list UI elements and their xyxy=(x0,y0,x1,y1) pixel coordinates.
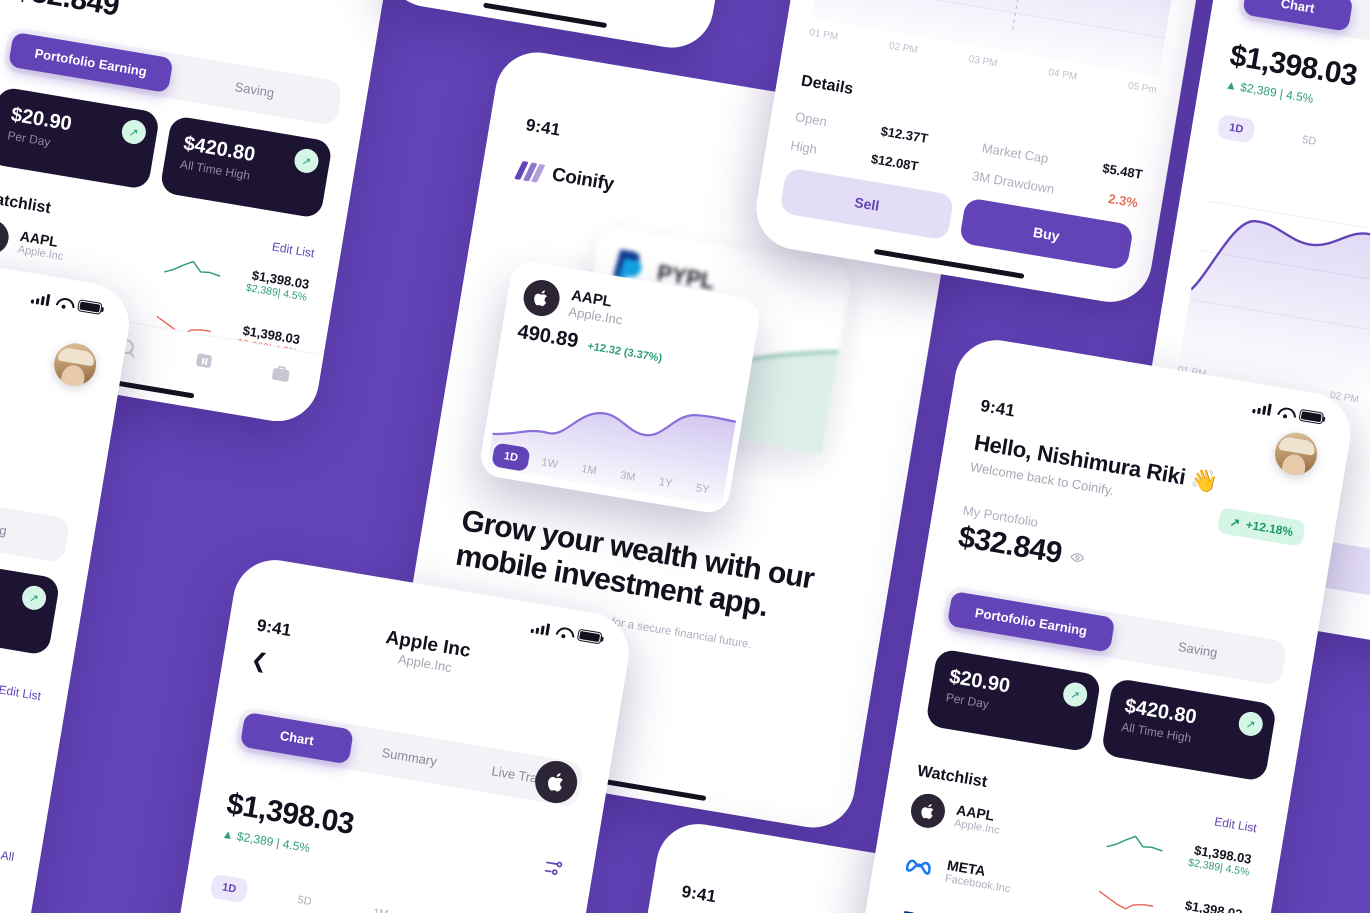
detail-value: $12.37T xyxy=(879,123,930,147)
sparkline-up xyxy=(1106,835,1163,852)
detail-area-chart xyxy=(811,0,1181,78)
paypal-logo xyxy=(890,902,929,913)
x-tick: 02 PM xyxy=(888,40,919,57)
detail-key: 3M Drawdown xyxy=(971,168,1056,197)
battery-icon xyxy=(77,299,103,315)
apple-logo xyxy=(0,217,12,257)
meta-logo xyxy=(899,846,938,885)
x-tick: 04 PM xyxy=(1047,67,1078,83)
apple-logo xyxy=(520,277,563,319)
apple-logo xyxy=(531,757,581,807)
detail-key: Market Cap xyxy=(980,140,1050,167)
back-button[interactable]: ❮ xyxy=(249,649,270,674)
range-chips: 1D 5D 1M 1Y ALL xyxy=(209,873,556,913)
phone-detail-screen-topright: $2.600 $2.400 01 PM 02 PM 03 PM 04 PM 05… xyxy=(749,0,1261,309)
status-time: 9:41 xyxy=(680,881,718,907)
battery-icon xyxy=(576,628,603,645)
range-1m[interactable]: 1M xyxy=(1362,138,1370,168)
tab-saving[interactable]: Saving xyxy=(0,516,8,539)
detail-key: High xyxy=(789,137,819,157)
tab-chart[interactable]: Chart xyxy=(239,711,354,765)
sparkline-down xyxy=(1098,890,1154,910)
wave-icon: 👋 xyxy=(1189,465,1220,495)
briefcase-icon[interactable] xyxy=(268,361,293,386)
card-price: 490.89 xyxy=(515,320,580,353)
app-name: Coinify xyxy=(550,164,616,196)
app-logo: Coinify xyxy=(514,159,616,197)
card-area-chart xyxy=(486,412,737,507)
phone-detail-screen-topcenter: Sell Buy xyxy=(380,0,786,54)
status-badge: ↗ +12.18% xyxy=(1217,507,1306,547)
signal-icon xyxy=(30,291,51,307)
phone-onboarding-screen: 9:41 Coinify PYPL AAPL xyxy=(383,46,967,834)
sparkline-up xyxy=(164,260,221,277)
wallet-icon[interactable] xyxy=(191,348,216,373)
detail-value: $5.48T xyxy=(1101,160,1144,182)
range-5d[interactable]: 5D xyxy=(1301,133,1318,149)
detail-value: 2.3% xyxy=(1107,190,1139,211)
coinify-logo-icon xyxy=(514,160,546,183)
aapl-quote-card[interactable]: AAPL Apple.Inc 490.89 +12.32 (3.37%) 1D … xyxy=(477,258,763,516)
stat-card-all-time-high: ↗ $420.80 All Time High xyxy=(1100,677,1278,782)
phone-detail-screen-bottomleft: 9:41 Apple Inc Apple.Inc ❮ Chart Summary… xyxy=(124,553,636,913)
list-item[interactable]: AAPL Apple.Inc $1,398.03 $2,389| 4.5% xyxy=(0,207,313,318)
detail-tabs: Chart Summary Live Trade xyxy=(233,706,585,808)
signal-icon xyxy=(530,621,551,636)
phone-home-screen-left-edge: ↗ +12.18% Portofolio Earning Saving ↗ $2… xyxy=(0,229,136,913)
stat-card-per-day: ↗ $20.90 Per Day xyxy=(925,648,1102,753)
range-1d[interactable]: 1D xyxy=(1216,113,1257,144)
range-1d[interactable]: 1D xyxy=(209,873,249,904)
tab-portfolio-earning[interactable]: Portofolio Earning xyxy=(7,31,174,94)
signal-icon xyxy=(1252,401,1272,416)
tab-portfolio-earning[interactable]: Portofolio Earning xyxy=(946,590,1116,653)
stat-card-all-time-high: ↗ $420.80 All Time High xyxy=(0,553,61,656)
gain-value: +12.18% xyxy=(1244,517,1295,540)
status-time: 9:41 xyxy=(979,396,1017,421)
eye-icon[interactable] xyxy=(1069,548,1086,565)
tab-saving[interactable]: Saving xyxy=(233,79,276,101)
avatar[interactable] xyxy=(50,340,100,389)
tab-summary[interactable]: Summary xyxy=(1351,0,1370,50)
stat-card-per-day: ↗ $20.90 Per Day xyxy=(0,86,161,191)
home-tabs: Portofolio Earning Saving xyxy=(0,466,71,564)
x-tick: 01 PM xyxy=(808,27,839,43)
x-tick: 05 Pm xyxy=(1127,80,1158,97)
detail-area-chart xyxy=(1179,200,1370,415)
range-1m[interactable]: 1M xyxy=(360,899,401,913)
list-item[interactable]: AAPL Apple.Inc $1,398.03 $2,389| 4.5% xyxy=(907,780,1256,892)
x-tick: 03 PM xyxy=(967,53,999,70)
range-5d[interactable]: 5D xyxy=(296,894,313,909)
trend-up-icon: ↗ xyxy=(1228,514,1242,531)
stat-card-all-time-high: ↗ $420.80 All Time High xyxy=(159,115,333,219)
tab-chart[interactable]: Chart xyxy=(1242,0,1354,32)
sliders-icon[interactable] xyxy=(541,856,564,879)
status-time: 9:41 xyxy=(524,115,562,140)
list-item[interactable]: META Facebook.Inc $1,398.03 $2,389| 4.5% xyxy=(897,836,1246,913)
detail-value: $12.08T xyxy=(869,151,920,174)
wifi-icon xyxy=(55,296,72,310)
phone-home-screen-bottomright: 9:41 Hello, Nishimura Riki 👋 Welcome bac… xyxy=(843,333,1357,913)
wifi-icon xyxy=(1277,405,1294,419)
apple-logo xyxy=(908,791,948,831)
tab-saving[interactable]: Saving xyxy=(1176,638,1219,661)
tab-summary[interactable]: Summary xyxy=(380,744,438,769)
phone-detail-screen-farright: ❮ Apple.Inc Chart Summary Live Trade $1,… xyxy=(1113,0,1370,662)
battery-icon xyxy=(1298,408,1325,425)
detail-key: Open xyxy=(794,109,828,130)
wifi-icon xyxy=(555,625,572,639)
card-change: +12.32 (3.37%) xyxy=(586,340,663,365)
home-indicator xyxy=(483,2,608,29)
